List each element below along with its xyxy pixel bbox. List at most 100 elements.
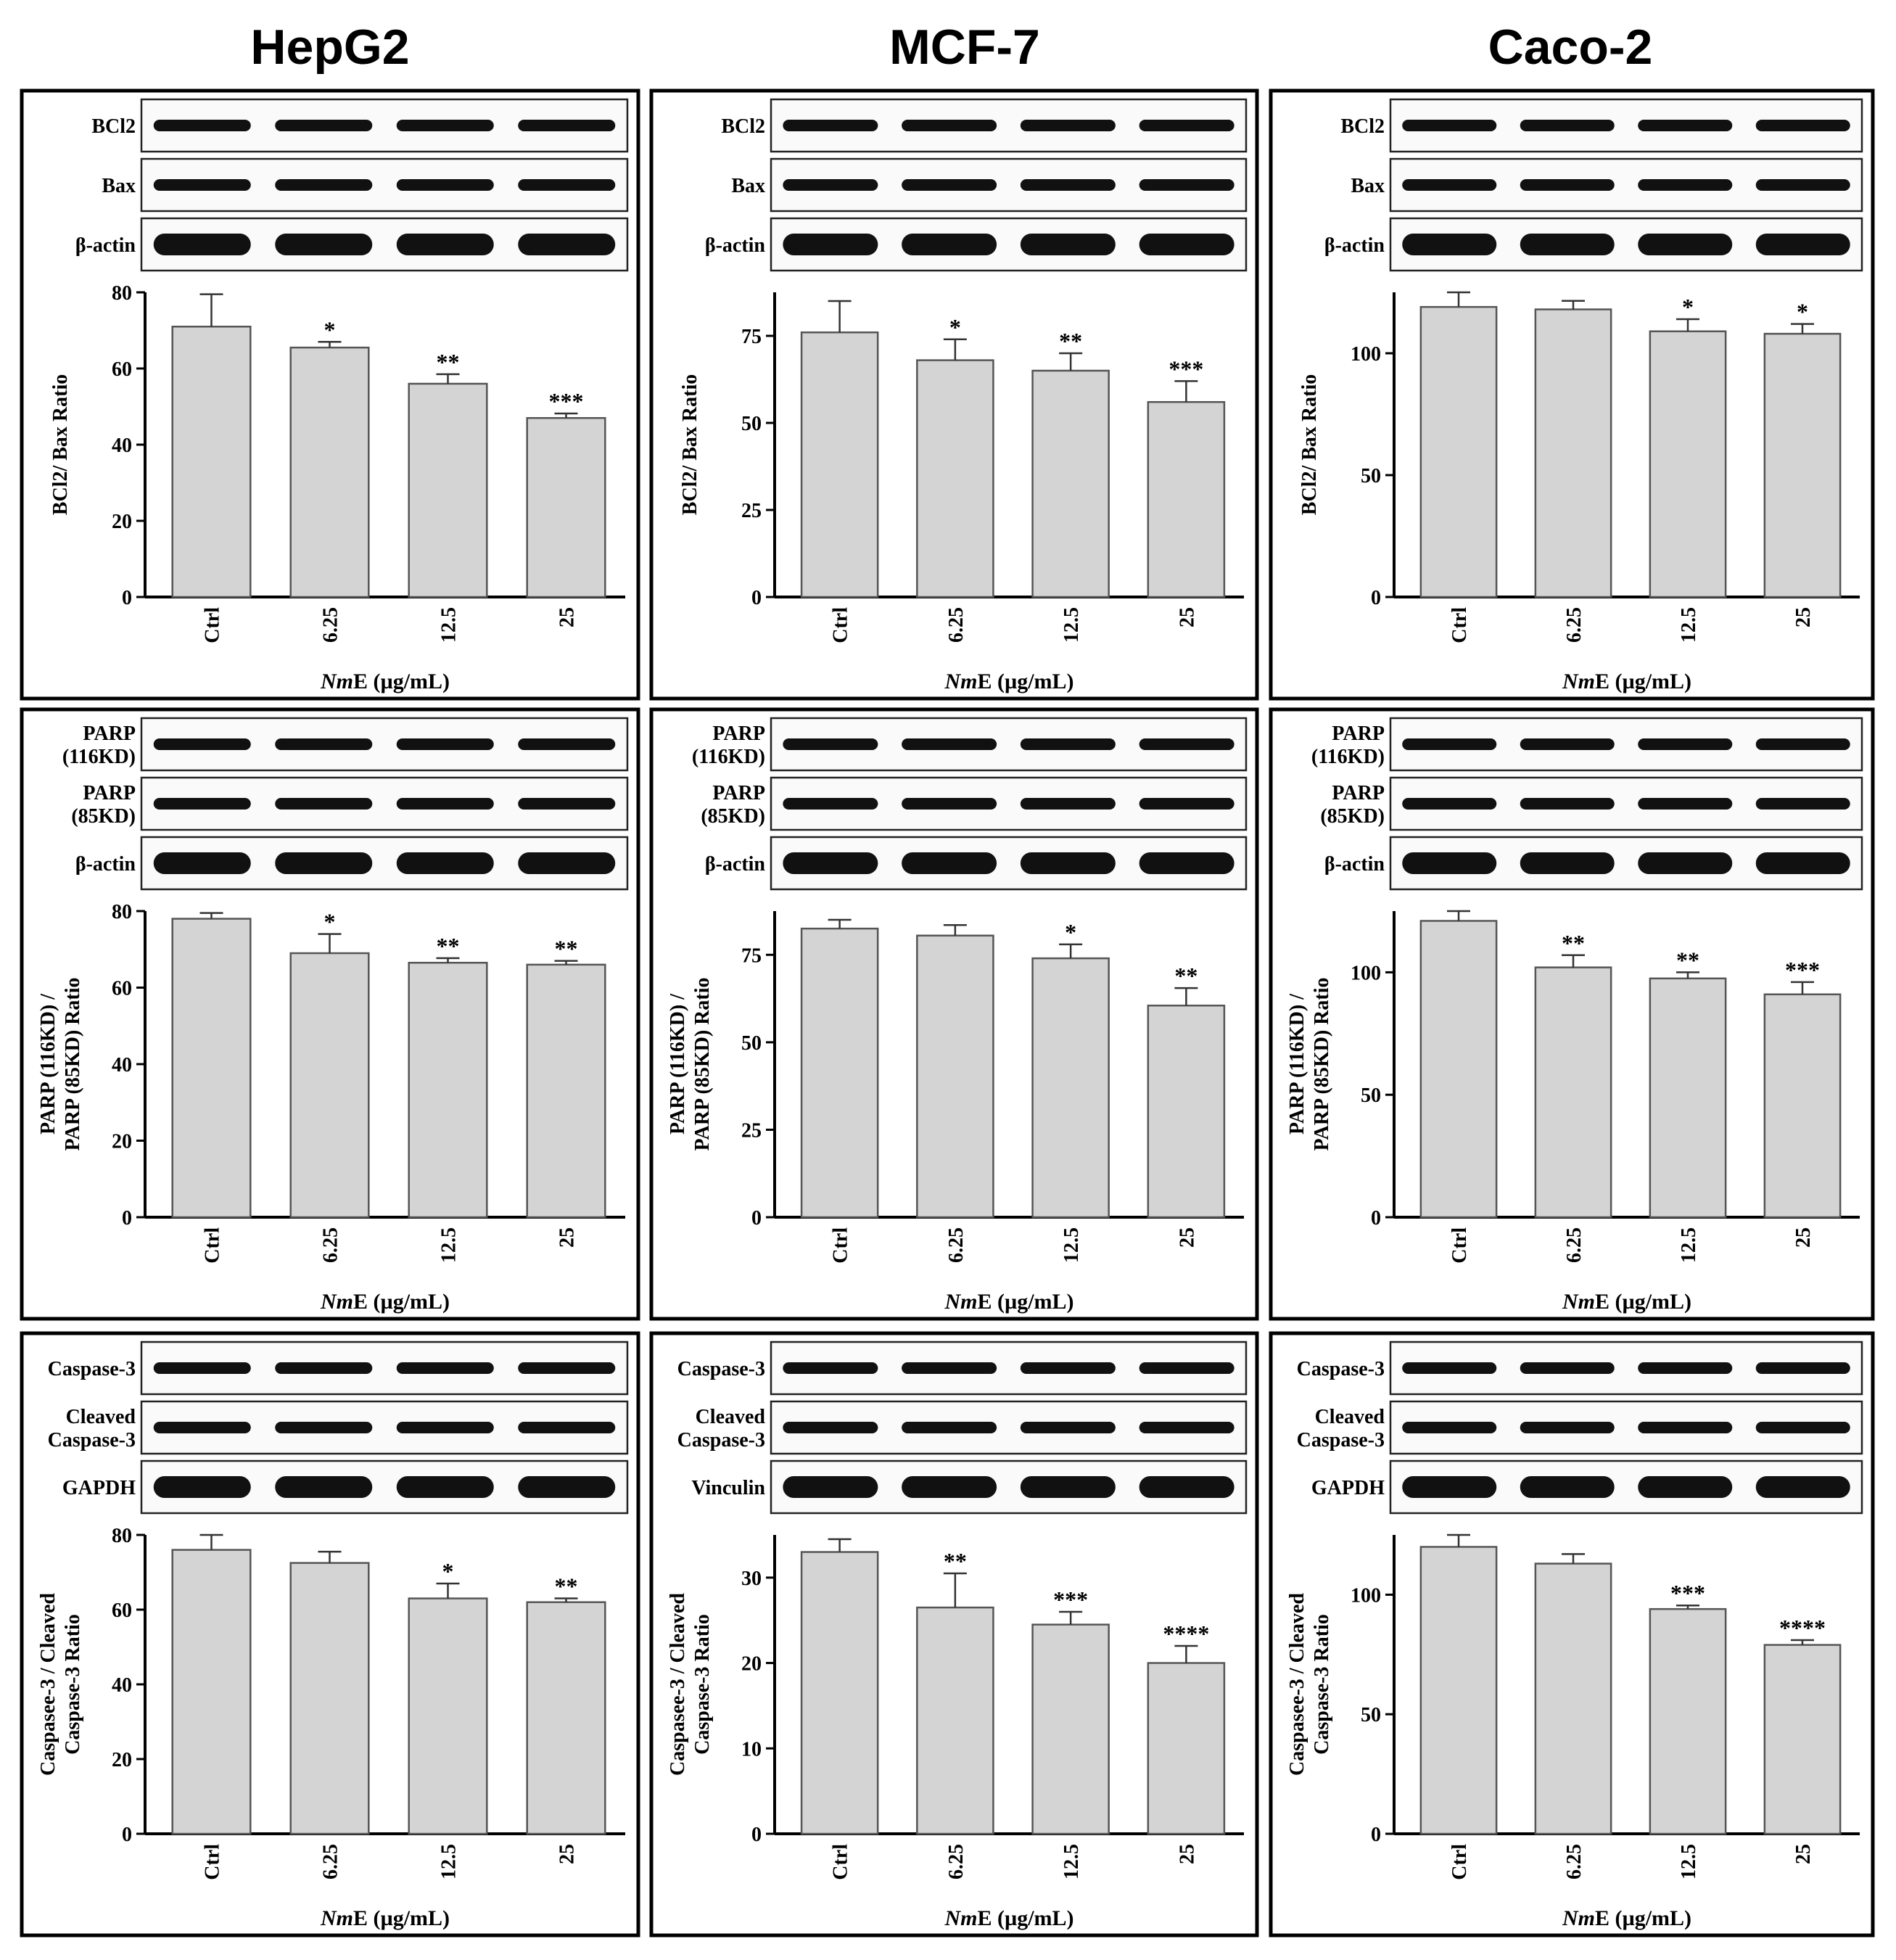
x-axis-label-italic: Nm [320,1906,353,1930]
blot-band [153,179,251,191]
y-tick-label: 0 [122,1207,132,1230]
x-tick-label: 12.5 [1060,1844,1083,1879]
blot-label: GAPDH [1311,1477,1385,1499]
bar-ctrl [1419,920,1498,1219]
x-axis-label-rest: E (µg/mL) [353,1290,450,1314]
x-axis-label: NmE (µg/mL) [320,1906,450,1930]
blot-band [396,798,494,810]
blot-strip: β-actin [75,217,629,272]
panels-group: BCl2Baxβ-actin020406080Ctrl*6.25**12.5**… [20,88,1875,1938]
x-tick-label: 12.5 [438,1227,461,1263]
blot-band [518,120,616,131]
bar-ctrl [171,1549,252,1835]
y-axis: 0 25 50 75 [741,911,776,1230]
bar-12-5 [408,961,488,1219]
error-bar [1676,1604,1699,1610]
error-bar [828,918,852,929]
blot-band [1020,179,1116,191]
error-bar [199,293,223,327]
blot-band [783,738,878,750]
column-title-caco2: Caco-2 [1488,20,1653,75]
blot-label: β-actin [75,853,136,876]
blot-band [1139,852,1235,874]
blot-band [1020,1476,1116,1498]
y-tick-label: 100 [1351,1584,1381,1607]
blot-band [783,1476,878,1498]
bar-25 [526,963,606,1219]
bar-25 [1147,1004,1226,1219]
panel-caco-2-caspase-3: Caspase-3CleavedCaspase-3GAPDH050100Ctrl… [1269,1331,1875,1938]
blot-band [275,1476,373,1498]
significance-marker: ** [437,349,460,375]
blot-band [1520,1362,1615,1374]
x-tick-label: 12.5 [438,607,461,643]
blot-label: Caspase-3 [1297,1358,1385,1380]
blot-strip: PARP(85KD) [1320,776,1863,831]
blot-label: Caspase-3 [677,1358,765,1380]
blot-band [1638,120,1733,131]
error-bar [1174,987,1198,1006]
x-tick-label: 12.5 [1678,1227,1700,1263]
blot-band [396,179,494,191]
y-axis-label: PARP (85KD) Ratio [691,978,714,1151]
blot-label: PARP [1332,722,1385,745]
x-axis-label: NmE (µg/mL) [944,1290,1073,1314]
x-tick-label: Ctrl [830,607,852,643]
y-tick-label: 0 [122,587,132,609]
panel-border [1269,1331,1875,1938]
y-tick-label: 80 [112,1525,132,1547]
blot-strip: Bax [731,157,1248,213]
error-bar [318,1550,342,1563]
blot-label: PARP [712,722,765,745]
x-axis-label-italic: Nm [1562,670,1595,693]
error-bar [943,338,967,361]
blot-strip: Caspase-3 [1297,1341,1863,1396]
blot-band [275,738,373,750]
blot-band [902,1476,997,1498]
blot-band [1638,852,1733,874]
blot-label: (85KD) [71,805,136,828]
blot-band [783,1362,878,1374]
significance-marker: ** [555,1573,578,1599]
panel-mcf-7-caspase-3: Caspase-3CleavedCaspase-3Vinculin0102030… [649,1331,1259,1938]
y-tick-label: 75 [741,326,762,348]
blot-band [1520,120,1615,131]
y-axis-label: Caspase-3 Ratio [62,1614,84,1755]
blot-label: (85KD) [1320,805,1385,828]
blot-strip: β-actin [1324,836,1863,891]
x-tick-label: 25 [1792,1844,1815,1864]
y-axis: 0 50 100 [1351,1535,1396,1846]
x-tick-label: 25 [556,1844,579,1864]
y-tick-label: 60 [112,358,132,381]
blot-band [1402,852,1497,874]
blot-band [1755,1362,1850,1374]
error-bar [436,1582,460,1599]
blot-strip: BCl2 [91,98,629,153]
blot-strip: GAPDH [1311,1459,1863,1515]
error-bar [1562,954,1585,968]
blot-strip: PARP(116KD) [692,717,1248,772]
blot-band [1638,738,1733,750]
y-tick-label: 20 [741,1653,762,1676]
bar-25 [1763,993,1842,1219]
blot-label: PARP [83,722,136,745]
y-tick-label: 25 [741,500,762,522]
blot-strip: BCl2 [721,98,1248,153]
panel-hepg2-bcl2-bax: BCl2 Bax β-actin 0 20 40 60 80 Ctrl * 6.25 ** 12.5 **… [20,88,640,701]
y-axis: 0 50 100 [1351,292,1396,609]
blot-band [1020,1362,1116,1374]
x-tick-label: Ctrl [202,607,224,643]
bar-25 [1763,332,1842,598]
bar-12-5 [408,382,488,598]
x-tick-label: 6.25 [1563,1844,1586,1879]
error-bar [1174,1644,1198,1663]
blot-label: (116KD) [1311,746,1385,768]
bar-12-5 [1031,369,1110,598]
y-tick-label: 0 [122,1824,132,1846]
y-tick-label: 40 [112,1674,132,1697]
blot-label: GAPDH [62,1477,136,1499]
x-axis-label-italic: Nm [1562,1290,1595,1314]
panel-border [20,707,640,1321]
blot-band [396,1476,494,1498]
